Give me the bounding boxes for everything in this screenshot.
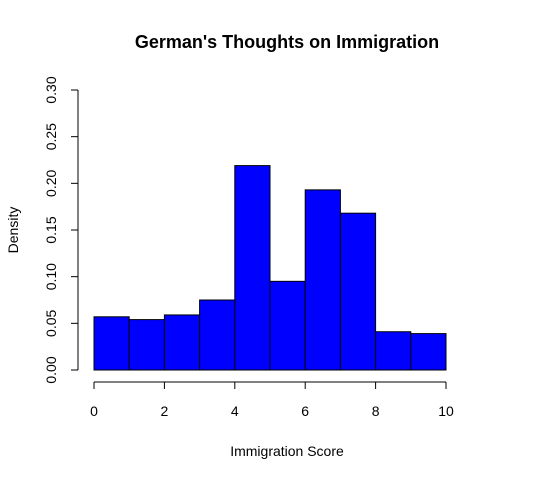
histogram-bar xyxy=(269,280,306,371)
y-tick-label: 0.05 xyxy=(43,309,59,336)
histogram-bar xyxy=(410,333,447,371)
y-tick-label: 0.15 xyxy=(43,216,59,243)
histogram-bar xyxy=(304,189,341,371)
y-tick-label: 0.25 xyxy=(43,123,59,150)
y-axis-label: Density xyxy=(5,207,21,254)
chart-title: German's Thoughts on Immigration xyxy=(135,32,439,52)
y-axis: 0.00 0.05 0.10 0.15 0.20 0.25 0.30 xyxy=(43,76,79,384)
x-tick-label: 0 xyxy=(90,403,98,419)
x-tick-label: 10 xyxy=(438,403,454,419)
x-axis-label: Immigration Score xyxy=(230,443,344,459)
x-axis: 0 2 4 6 8 10 xyxy=(90,381,454,419)
bars-group xyxy=(93,165,447,371)
y-tick-label: 0.20 xyxy=(43,169,59,196)
y-tick-label: 0.00 xyxy=(43,356,59,383)
histogram-bar xyxy=(339,212,377,371)
histogram-bar xyxy=(128,319,165,371)
y-tick-label: 0.10 xyxy=(43,263,59,290)
histogram-bar xyxy=(234,165,271,371)
histogram-bar xyxy=(375,331,412,371)
histogram-bar xyxy=(199,299,236,371)
x-tick-label: 4 xyxy=(231,403,239,419)
x-tick-label: 8 xyxy=(372,403,380,419)
x-tick-label: 6 xyxy=(301,403,309,419)
y-tick-label: 0.30 xyxy=(43,76,59,103)
histogram-bar xyxy=(163,314,201,371)
x-tick-label: 2 xyxy=(161,403,169,419)
histogram-bar xyxy=(93,316,130,371)
